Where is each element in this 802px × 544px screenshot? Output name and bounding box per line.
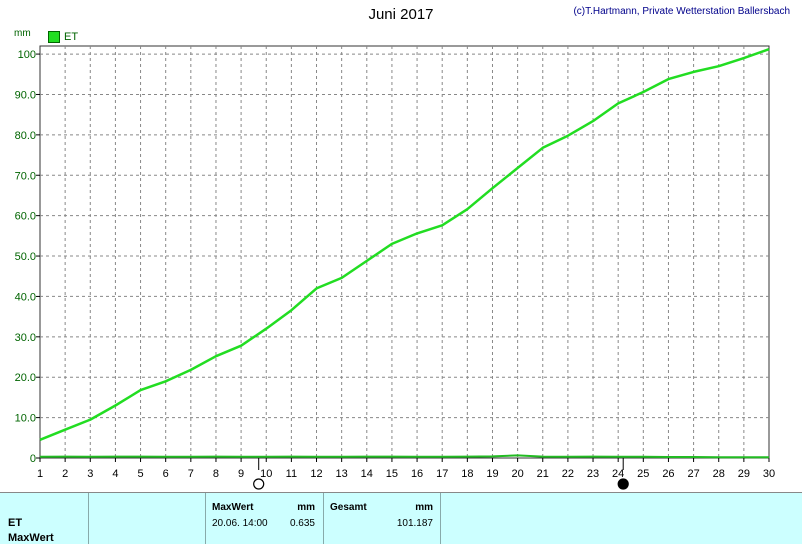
x-tick-label: 22 bbox=[562, 468, 574, 480]
y-tick-label: 100 bbox=[18, 49, 36, 61]
empty-cell bbox=[89, 493, 206, 544]
x-tick-label: 4 bbox=[112, 468, 118, 480]
y-axis-ticks: 0 10.0 20.0 30.0 40.0 50.0 60.0 70.0 80.0 90.0 100 bbox=[15, 49, 40, 465]
x-tick-label: 27 bbox=[687, 468, 699, 480]
y-tick-label: 90.0 bbox=[15, 89, 36, 101]
summary-table: ET MaxWert MaxWert mm 20.06. 14:00 0.635… bbox=[0, 492, 802, 544]
y-tick-label: 0 bbox=[30, 453, 36, 465]
new-moon-icon bbox=[617, 478, 629, 490]
x-tick-label: 23 bbox=[587, 468, 599, 480]
total-value: 101.187 bbox=[396, 518, 433, 529]
x-tick-label: 15 bbox=[386, 468, 398, 480]
empty-cell-right bbox=[441, 493, 802, 544]
x-tick-label: 8 bbox=[213, 468, 219, 480]
x-axis-ticks: 1 2 3 4 5 6 7 8 9 10 11 12 13 14 15 16 17 18 19 20 21 22 23 24 2… bbox=[37, 458, 775, 480]
x-tick-label: 24 bbox=[612, 468, 624, 480]
x-tick-label: 21 bbox=[537, 468, 549, 480]
x-tick-label: 5 bbox=[137, 468, 143, 480]
series-line-et-hourly bbox=[39, 454, 769, 459]
total-cell: Gesamt mm 101.187 bbox=[324, 493, 441, 544]
x-tick-label: 9 bbox=[238, 468, 244, 480]
x-tick-label: 3 bbox=[87, 468, 93, 480]
plot-area bbox=[39, 45, 770, 459]
y-tick-label: 70.0 bbox=[15, 170, 36, 182]
x-tick-label: 2 bbox=[62, 468, 68, 480]
series-line-et bbox=[39, 48, 770, 441]
x-tick-label: 30 bbox=[763, 468, 775, 480]
x-tick-label: 17 bbox=[436, 468, 448, 480]
chart-canvas: 010.020.030.040.050.060.070.080.090.0100… bbox=[15, 45, 775, 490]
y-tick-label: 40.0 bbox=[15, 291, 36, 303]
x-tick-label: 7 bbox=[188, 468, 194, 480]
legend[interactable]: ET bbox=[48, 31, 78, 43]
row-label-et: ET bbox=[8, 517, 23, 529]
max-cell: MaxWert mm 20.06. 14:00 0.635 bbox=[206, 493, 324, 544]
y-unit-label: mm bbox=[14, 28, 31, 39]
moon-markers bbox=[253, 458, 629, 490]
x-tick-label: 18 bbox=[461, 468, 473, 480]
max-datetime: 20.06. 14:00 bbox=[212, 518, 268, 529]
y-tick-label: 60.0 bbox=[15, 211, 36, 223]
y-tick-label: 20.0 bbox=[15, 372, 36, 384]
x-tick-label: 29 bbox=[738, 468, 750, 480]
x-tick-label: 13 bbox=[336, 468, 348, 480]
total-unit: mm bbox=[415, 502, 433, 513]
x-tick-label: 11 bbox=[286, 468, 297, 480]
x-tick-label: 1 bbox=[37, 468, 43, 480]
y-tick-label: 30.0 bbox=[15, 332, 36, 344]
y-tick-label: 80.0 bbox=[15, 130, 36, 142]
x-tick-label: 14 bbox=[361, 468, 373, 480]
x-tick-label: 28 bbox=[713, 468, 725, 480]
legend-swatch bbox=[48, 31, 60, 43]
total-header: Gesamt bbox=[330, 502, 367, 513]
x-tick-label: 12 bbox=[310, 468, 322, 480]
row-label-cell: ET MaxWert bbox=[0, 493, 89, 544]
max-unit: mm bbox=[297, 502, 315, 513]
row-label-maxwert: MaxWert bbox=[8, 532, 54, 544]
copyright-text: (c)T.Hartmann, Private Wetterstation Bal… bbox=[573, 6, 790, 17]
y-tick-label: 50.0 bbox=[15, 251, 36, 263]
full-moon-icon bbox=[253, 478, 265, 490]
max-header: MaxWert bbox=[212, 502, 254, 513]
series-group bbox=[39, 48, 770, 459]
x-tick-label: 26 bbox=[662, 468, 674, 480]
x-tick-label: 10 bbox=[260, 468, 272, 480]
legend-label: ET bbox=[64, 31, 79, 43]
y-tick-label: 10.0 bbox=[15, 413, 36, 425]
x-tick-label: 6 bbox=[163, 468, 169, 480]
x-tick-label: 16 bbox=[411, 468, 423, 480]
x-tick-label: 25 bbox=[637, 468, 649, 480]
plot-frame bbox=[39, 45, 770, 459]
max-value: 0.635 bbox=[289, 518, 315, 529]
grid-lines bbox=[40, 46, 769, 458]
x-tick-label: 20 bbox=[511, 468, 523, 480]
chart-title: Juni 2017 bbox=[368, 6, 434, 23]
x-tick-label: 19 bbox=[486, 468, 498, 480]
